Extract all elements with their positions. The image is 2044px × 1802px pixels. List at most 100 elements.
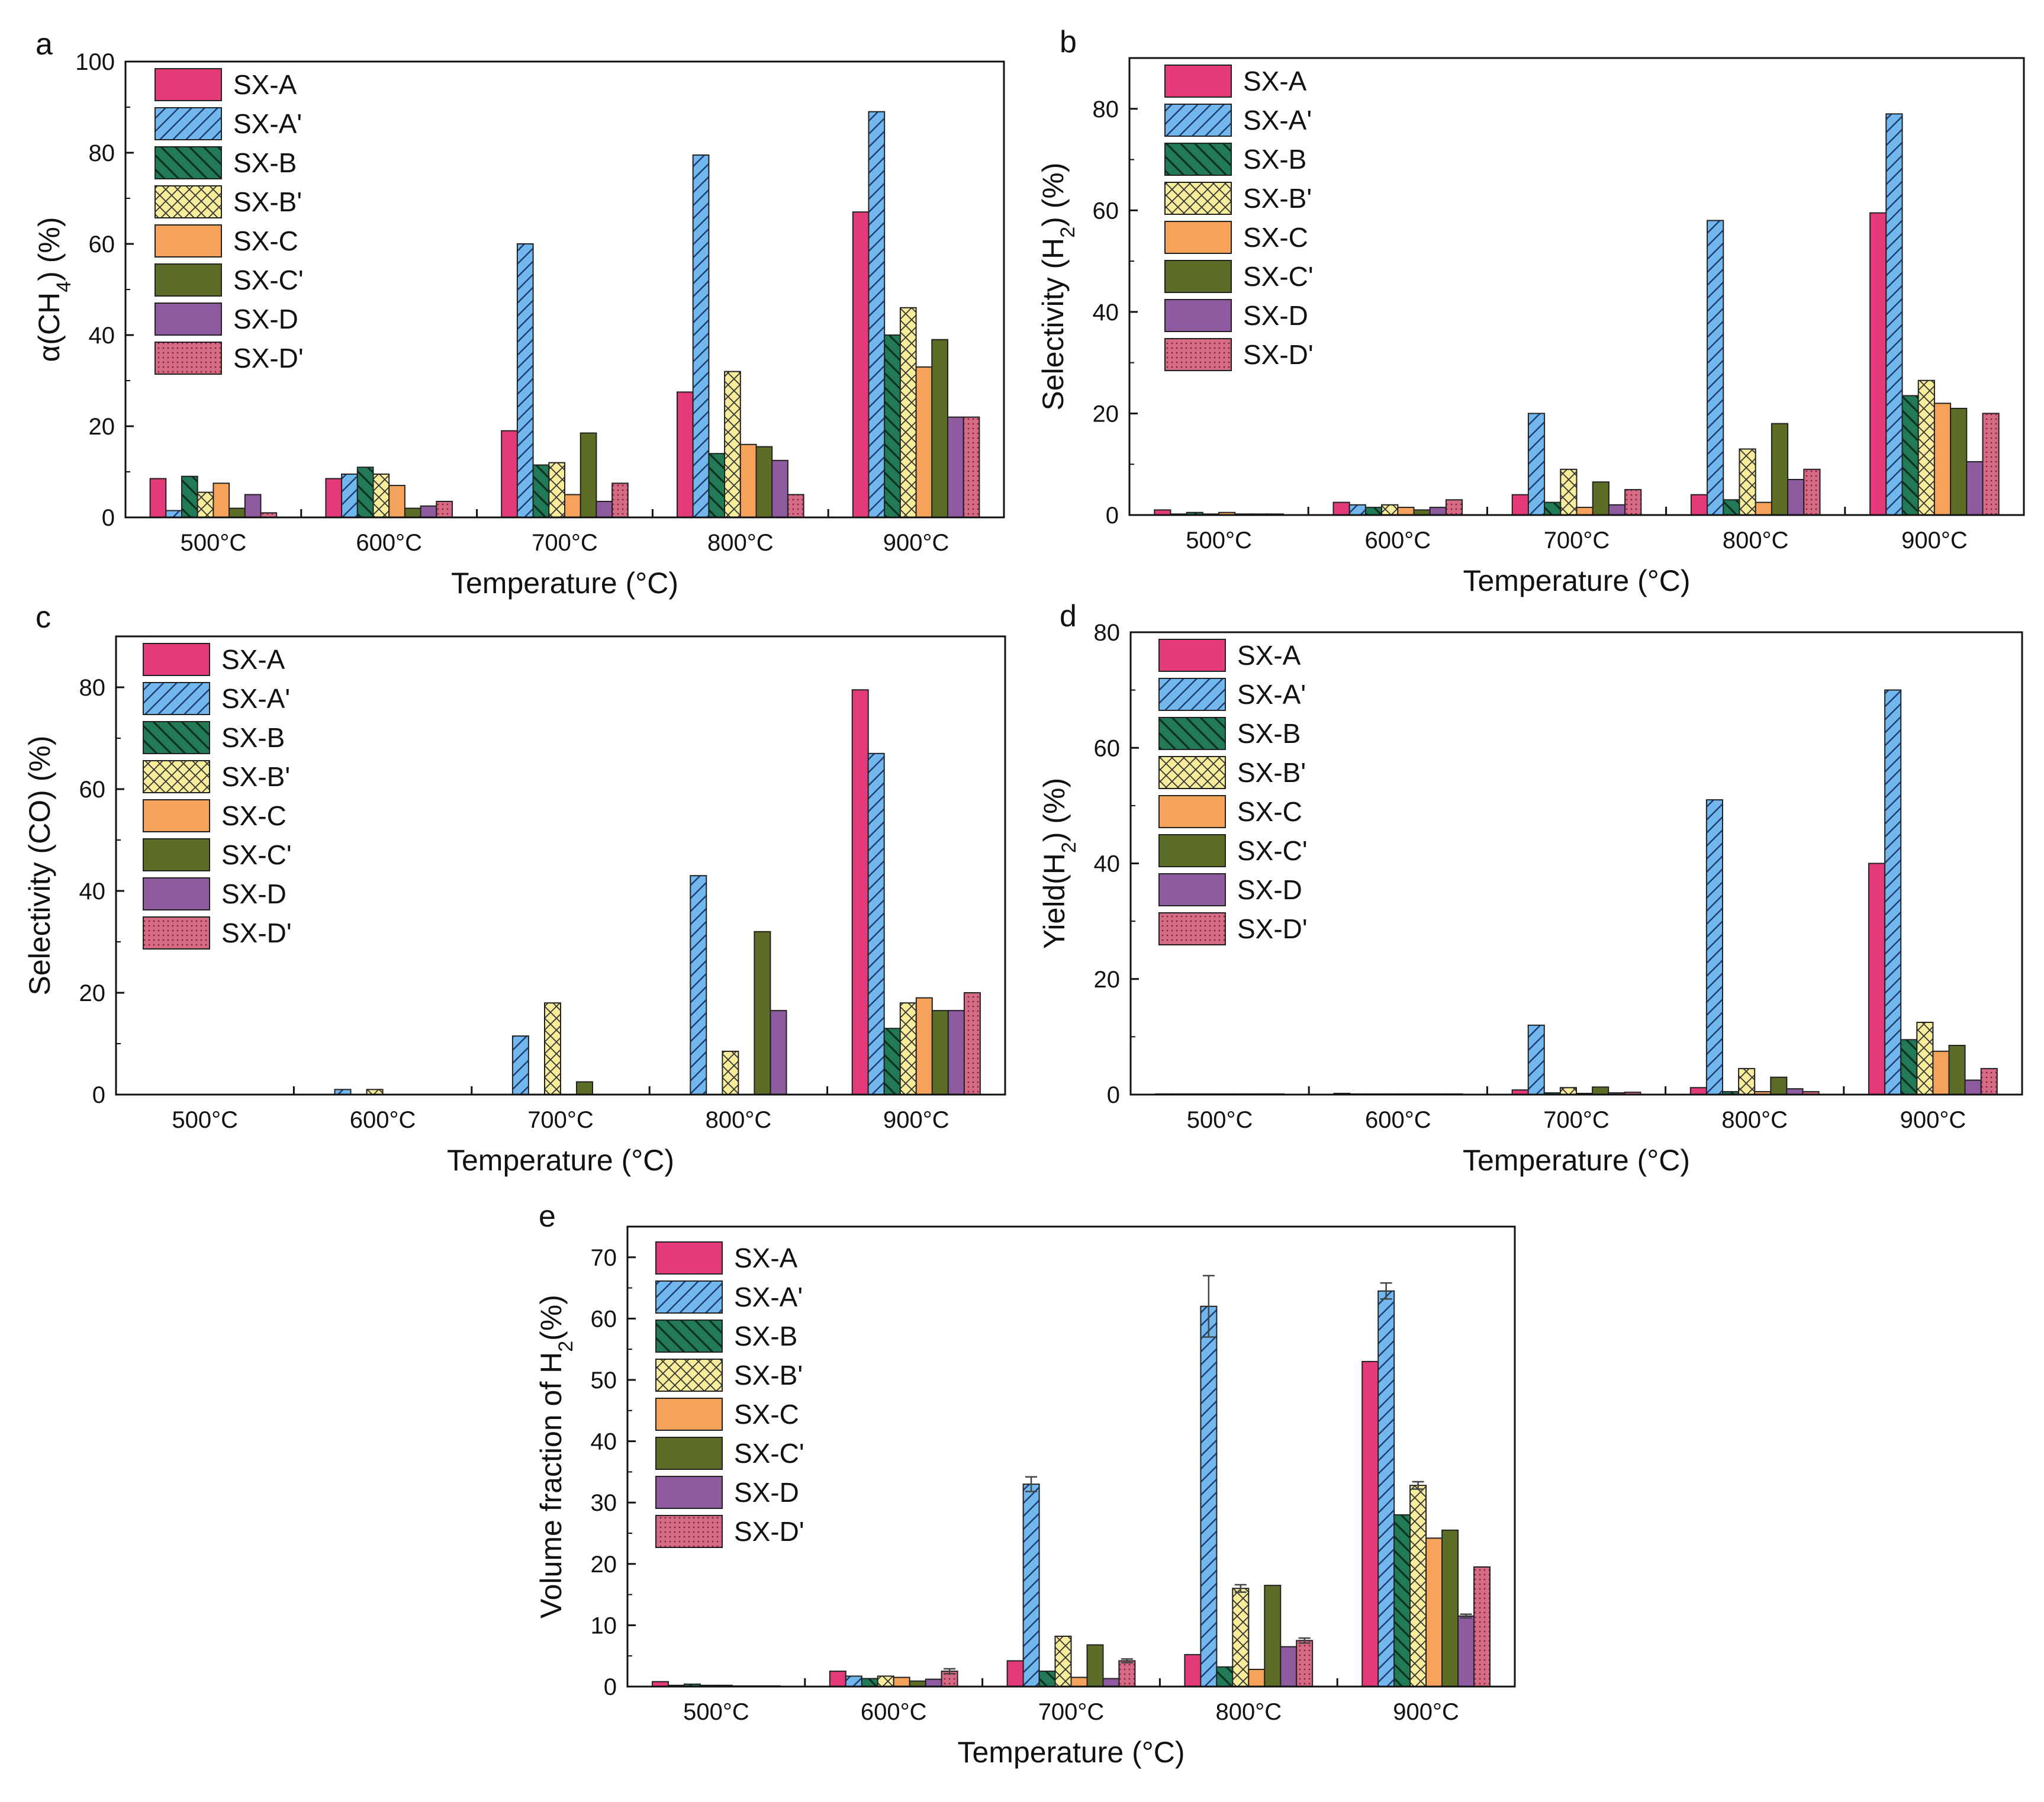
bar-a-sx-d-1 <box>420 505 437 519</box>
bar-b-sx-d-prime-2 <box>1624 489 1642 516</box>
bar-b-sx-d-prime-3 <box>1803 468 1821 516</box>
legend-label: SX-C <box>734 1399 799 1430</box>
x-category-label: 700°C <box>532 530 598 556</box>
y-tick-label: 0 <box>604 1674 617 1700</box>
legend-label: SX-B <box>233 147 297 178</box>
panel-d-chart: d 0 20 40 60 80 500°C 600°C 700°C 800°C 900°C Tempe… <box>1038 599 2023 1177</box>
y-axis-label-part: Yield(H <box>1038 853 1071 949</box>
y-tick-label: 10 <box>591 1613 617 1639</box>
y-tick-label: 80 <box>79 675 106 701</box>
bar-c-sx-b-prime-4 <box>899 1002 917 1095</box>
x-category-label: 700°C <box>1544 527 1610 554</box>
y-axis-label-part: (%) <box>535 1295 568 1341</box>
bar-a-sx-a-prime-1 <box>341 473 358 519</box>
y-axis-label-part: Selectivity (CO) (%) <box>23 736 56 996</box>
legend-swatch-sx-b <box>1158 717 1226 750</box>
bar-a-sx-c-prime-2 <box>580 432 597 518</box>
legend-swatch-sx-c <box>1164 221 1232 254</box>
y-tick-label: 80 <box>1093 96 1119 123</box>
legend-swatch-sx-c <box>143 799 210 832</box>
legend-swatch-sx-d-prime <box>143 916 210 950</box>
legend-swatch-sx-b-prime <box>143 760 210 793</box>
bar-d-sx-b-prime-4 <box>1916 1022 1934 1095</box>
x-category-label: 500°C <box>1186 527 1252 554</box>
bar-a-sx-b-0 <box>181 475 198 519</box>
bar-a-sx-a-2 <box>501 430 518 519</box>
bar-b-sx-c-1 <box>1397 507 1415 516</box>
panel-letter: d <box>1060 599 1077 633</box>
bar-a-sx-a-3 <box>677 391 694 519</box>
bar-a-sx-b-1 <box>356 466 374 518</box>
y-axis-label-subscript: 2 <box>555 1341 577 1352</box>
legend-label: SX-B <box>221 722 285 753</box>
bar-c-sx-b-prime-3 <box>722 1050 739 1096</box>
x-category-label: 900°C <box>1900 1107 1966 1133</box>
y-tick-label: 50 <box>591 1367 617 1394</box>
bar-b-sx-a-2 <box>1511 494 1529 516</box>
bar-a-sx-c-0 <box>213 482 230 519</box>
legend-swatch-sx-b-prime <box>154 185 222 218</box>
x-category-label: 600°C <box>356 530 422 556</box>
bar-e-sx-c-prime-2 <box>1086 1644 1104 1688</box>
x-axis-label: Temperature (°C) <box>447 1144 674 1177</box>
bar-a-sx-a-0 <box>149 478 167 518</box>
legend-swatch-sx-a-prime <box>1158 678 1226 711</box>
legend-label: SX-D <box>233 304 298 334</box>
bar-d-sx-b-prime-2 <box>1559 1087 1577 1096</box>
x-category-label: 600°C <box>861 1699 927 1725</box>
bar-e-sx-a-prime-3 <box>1200 1305 1218 1687</box>
bar-a-sx-a-prime-4 <box>868 111 886 518</box>
bar-e-sx-b-prime-1 <box>877 1675 894 1687</box>
legend-swatch-sx-c-prime <box>655 1437 723 1470</box>
y-axis-label-part: Selectivity (H <box>1037 238 1070 411</box>
y-tick-label: 20 <box>89 414 115 440</box>
legend-label: SX-C' <box>1243 261 1314 292</box>
x-category-label: 600°C <box>1364 527 1431 554</box>
bar-a-sx-c-1 <box>388 485 405 518</box>
bar-a-sx-c-3 <box>739 443 757 518</box>
bar-e-sx-d-3 <box>1280 1646 1298 1687</box>
bar-b-sx-d-4 <box>1966 461 1984 516</box>
bar-e-sx-a-4 <box>1361 1360 1379 1687</box>
error-bar-e-sx-d-prime-3 <box>1298 1637 1311 1644</box>
x-category-label: 600°C <box>350 1107 416 1133</box>
legend-swatch-sx-b <box>1164 143 1232 176</box>
y-axis-label-part: ) (%) <box>1037 163 1070 227</box>
bar-e-sx-c-prime-4 <box>1441 1529 1459 1688</box>
legend-label: SX-C <box>233 226 298 256</box>
legend-swatch-sx-b <box>154 146 222 179</box>
bar-e-sx-b-1 <box>861 1678 878 1687</box>
x-axis-label: Temperature (°C) <box>451 567 678 600</box>
y-tick-label: 40 <box>1094 851 1121 877</box>
panel-letter: b <box>1060 25 1077 59</box>
bar-b-sx-b-prime-1 <box>1381 504 1399 516</box>
bar-b-sx-b-3 <box>1723 499 1740 516</box>
bar-b-sx-a-prime-4 <box>1885 113 1903 516</box>
x-category-label: 800°C <box>1723 527 1789 554</box>
bar-a-sx-c-prime-4 <box>931 339 949 518</box>
y-tick-label: 60 <box>79 777 106 803</box>
bar-a-sx-c-prime-3 <box>755 446 773 518</box>
legend-swatch-sx-a-prime <box>154 107 222 140</box>
plot-frame <box>1128 57 2025 516</box>
bar-b-sx-d-prime-1 <box>1445 499 1463 516</box>
legend-swatch-sx-c-prime <box>143 838 210 871</box>
bar-e-sx-c-prime-3 <box>1264 1585 1282 1688</box>
bar-d-sx-c-prime-3 <box>1770 1076 1788 1095</box>
legend-label: SX-B' <box>734 1360 803 1391</box>
legend-swatch-sx-a <box>1158 639 1226 672</box>
legend-label: SX-B <box>734 1321 797 1352</box>
bar-d-sx-b-4 <box>1900 1039 1918 1096</box>
legend-swatch-sx-b-prime <box>655 1359 723 1392</box>
bar-a-sx-c-prime-0 <box>228 507 246 518</box>
legend-swatch-sx-a-prime <box>1164 104 1232 137</box>
bar-b-sx-d-1 <box>1429 507 1447 516</box>
bar-b-sx-d-3 <box>1787 479 1805 516</box>
y-tick-label: 60 <box>1094 735 1121 761</box>
legend-label: SX-A' <box>1243 105 1312 136</box>
y-axis-label: Selectivity (CO) (%) <box>23 736 56 996</box>
bar-b-sx-a-4 <box>1869 212 1887 516</box>
bar-d-sx-a-prime-2 <box>1527 1024 1545 1096</box>
legend-swatch-sx-c-prime <box>1158 834 1226 867</box>
